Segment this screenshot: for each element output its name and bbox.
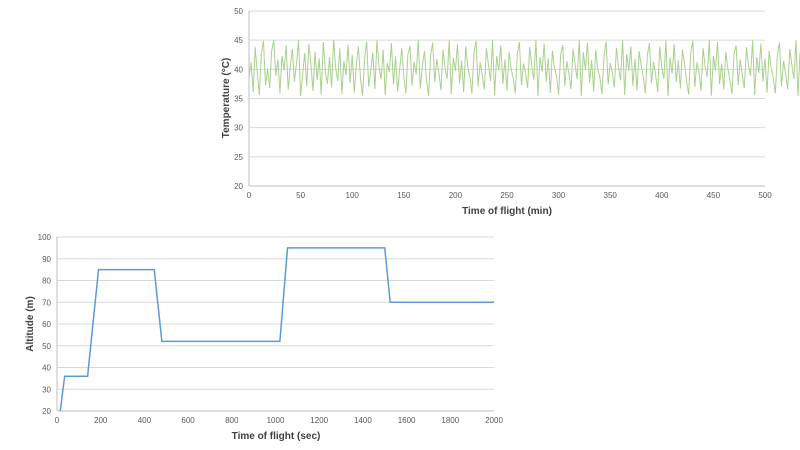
temperature-chart: 20 25 30 35 40 45 50 0 50 100 150 200 250 300 350 400 4… — [221, 7, 800, 217]
altitude-gridlines — [56, 236, 494, 412]
altitude-chart: 20 30 40 50 60 70 80 90 100 0 200 400 600 800 1000 120… — [25, 233, 503, 442]
temp-x-tick-label: 450 — [707, 191, 721, 200]
alt-y-tick-label: 30 — [42, 385, 51, 394]
alt-y-tick-label: 90 — [42, 255, 51, 264]
alt-y-tick-label: 20 — [42, 407, 51, 416]
alt-y-tick-label: 80 — [42, 277, 51, 286]
temp-y-tick-label: 50 — [234, 7, 243, 16]
temp-x-tick-label: 500 — [758, 191, 772, 200]
alt-x-tick-label: 400 — [138, 416, 152, 425]
temp-x-tick-label: 0 — [247, 191, 252, 200]
altitude-x-axis-title: Time of flight (sec) — [232, 431, 321, 442]
altitude-x-tick-labels: 0 200 400 600 800 1000 1200 1400 1600 1800 2000 — [55, 416, 504, 425]
temp-y-tick-label: 45 — [234, 36, 243, 45]
alt-x-tick-label: 200 — [94, 416, 108, 425]
altitude-y-tick-labels: 20 30 40 50 60 70 80 90 100 — [38, 233, 52, 416]
temperature-series-line — [248, 40, 800, 97]
temp-y-tick-label: 25 — [234, 153, 243, 162]
temp-x-tick-label: 300 — [552, 191, 566, 200]
temp-x-tick-label: 150 — [397, 191, 411, 200]
altitude-series-line — [59, 247, 494, 412]
temperature-x-tick-labels: 0 50 100 150 200 250 300 350 400 450 500 — [247, 191, 772, 200]
temp-x-tick-label: 50 — [296, 191, 305, 200]
alt-y-tick-label: 50 — [42, 342, 51, 351]
alt-y-tick-label: 70 — [42, 298, 51, 307]
temp-y-tick-label: 40 — [234, 65, 243, 74]
temperature-y-tick-labels: 20 25 30 35 40 45 50 — [234, 7, 243, 191]
temp-x-tick-label: 400 — [655, 191, 669, 200]
alt-y-tick-label: 40 — [42, 364, 51, 373]
temp-y-tick-label: 30 — [234, 124, 243, 133]
alt-x-tick-label: 800 — [225, 416, 239, 425]
temp-x-tick-label: 250 — [500, 191, 514, 200]
alt-y-tick-label: 60 — [42, 320, 51, 329]
temperature-y-axis-title: Temperature (°C) — [221, 58, 232, 139]
alt-x-tick-label: 2000 — [485, 416, 503, 425]
alt-x-tick-label: 1600 — [398, 416, 416, 425]
alt-x-tick-label: 600 — [181, 416, 195, 425]
temperature-x-axis-title: Time of flight (min) — [462, 206, 552, 217]
alt-x-tick-label: 1800 — [441, 416, 459, 425]
altitude-y-axis-title: Altitude (m) — [25, 296, 36, 352]
alt-x-tick-label: 0 — [55, 416, 60, 425]
temperature-gridlines — [248, 10, 765, 187]
temp-x-tick-label: 200 — [449, 191, 463, 200]
alt-y-tick-label: 100 — [38, 233, 52, 242]
temp-x-tick-label: 100 — [346, 191, 360, 200]
temp-x-tick-label: 350 — [604, 191, 618, 200]
alt-x-tick-label: 1400 — [354, 416, 372, 425]
alt-x-tick-label: 1000 — [267, 416, 285, 425]
temp-y-tick-label: 35 — [234, 95, 243, 104]
temp-y-tick-label: 20 — [234, 182, 243, 191]
alt-x-tick-label: 1200 — [310, 416, 328, 425]
